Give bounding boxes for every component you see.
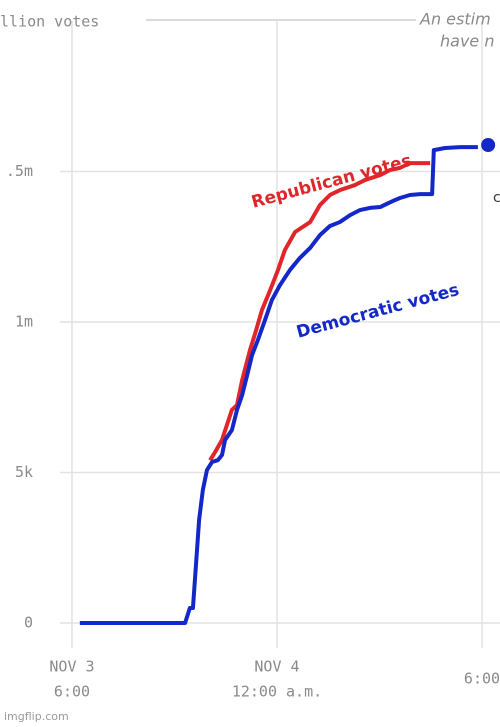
chart-title: llion votes <box>0 13 99 31</box>
line-label: Democratic votes <box>294 280 461 343</box>
endpoint-dot <box>481 138 496 153</box>
y-tick-label: 1m <box>15 313 33 331</box>
y-tick-label: 0 <box>24 614 33 632</box>
x-tick-date: NOV 4 <box>254 658 299 676</box>
data-line <box>79 145 478 625</box>
y-tick-label: .5m <box>6 162 33 180</box>
y-tick-label: 5k <box>15 463 33 481</box>
x-tick-label: 6:00 <box>464 670 500 688</box>
x-tick-date: NOV 3 <box>49 658 94 676</box>
x-tick-label: 6:00 <box>54 683 90 701</box>
watermark: imgflip.com <box>4 710 69 723</box>
annotation: c <box>493 190 500 206</box>
annotation: have n <box>440 32 494 51</box>
annotation: An estim <box>419 10 491 29</box>
plot: 0 5k 1m .5m NOV 3 6:00 NOV 4 12:00 a.m. 6:00 <box>6 138 500 701</box>
x-tick-label: 12:00 a.m. <box>232 683 322 701</box>
data-line <box>208 161 431 462</box>
